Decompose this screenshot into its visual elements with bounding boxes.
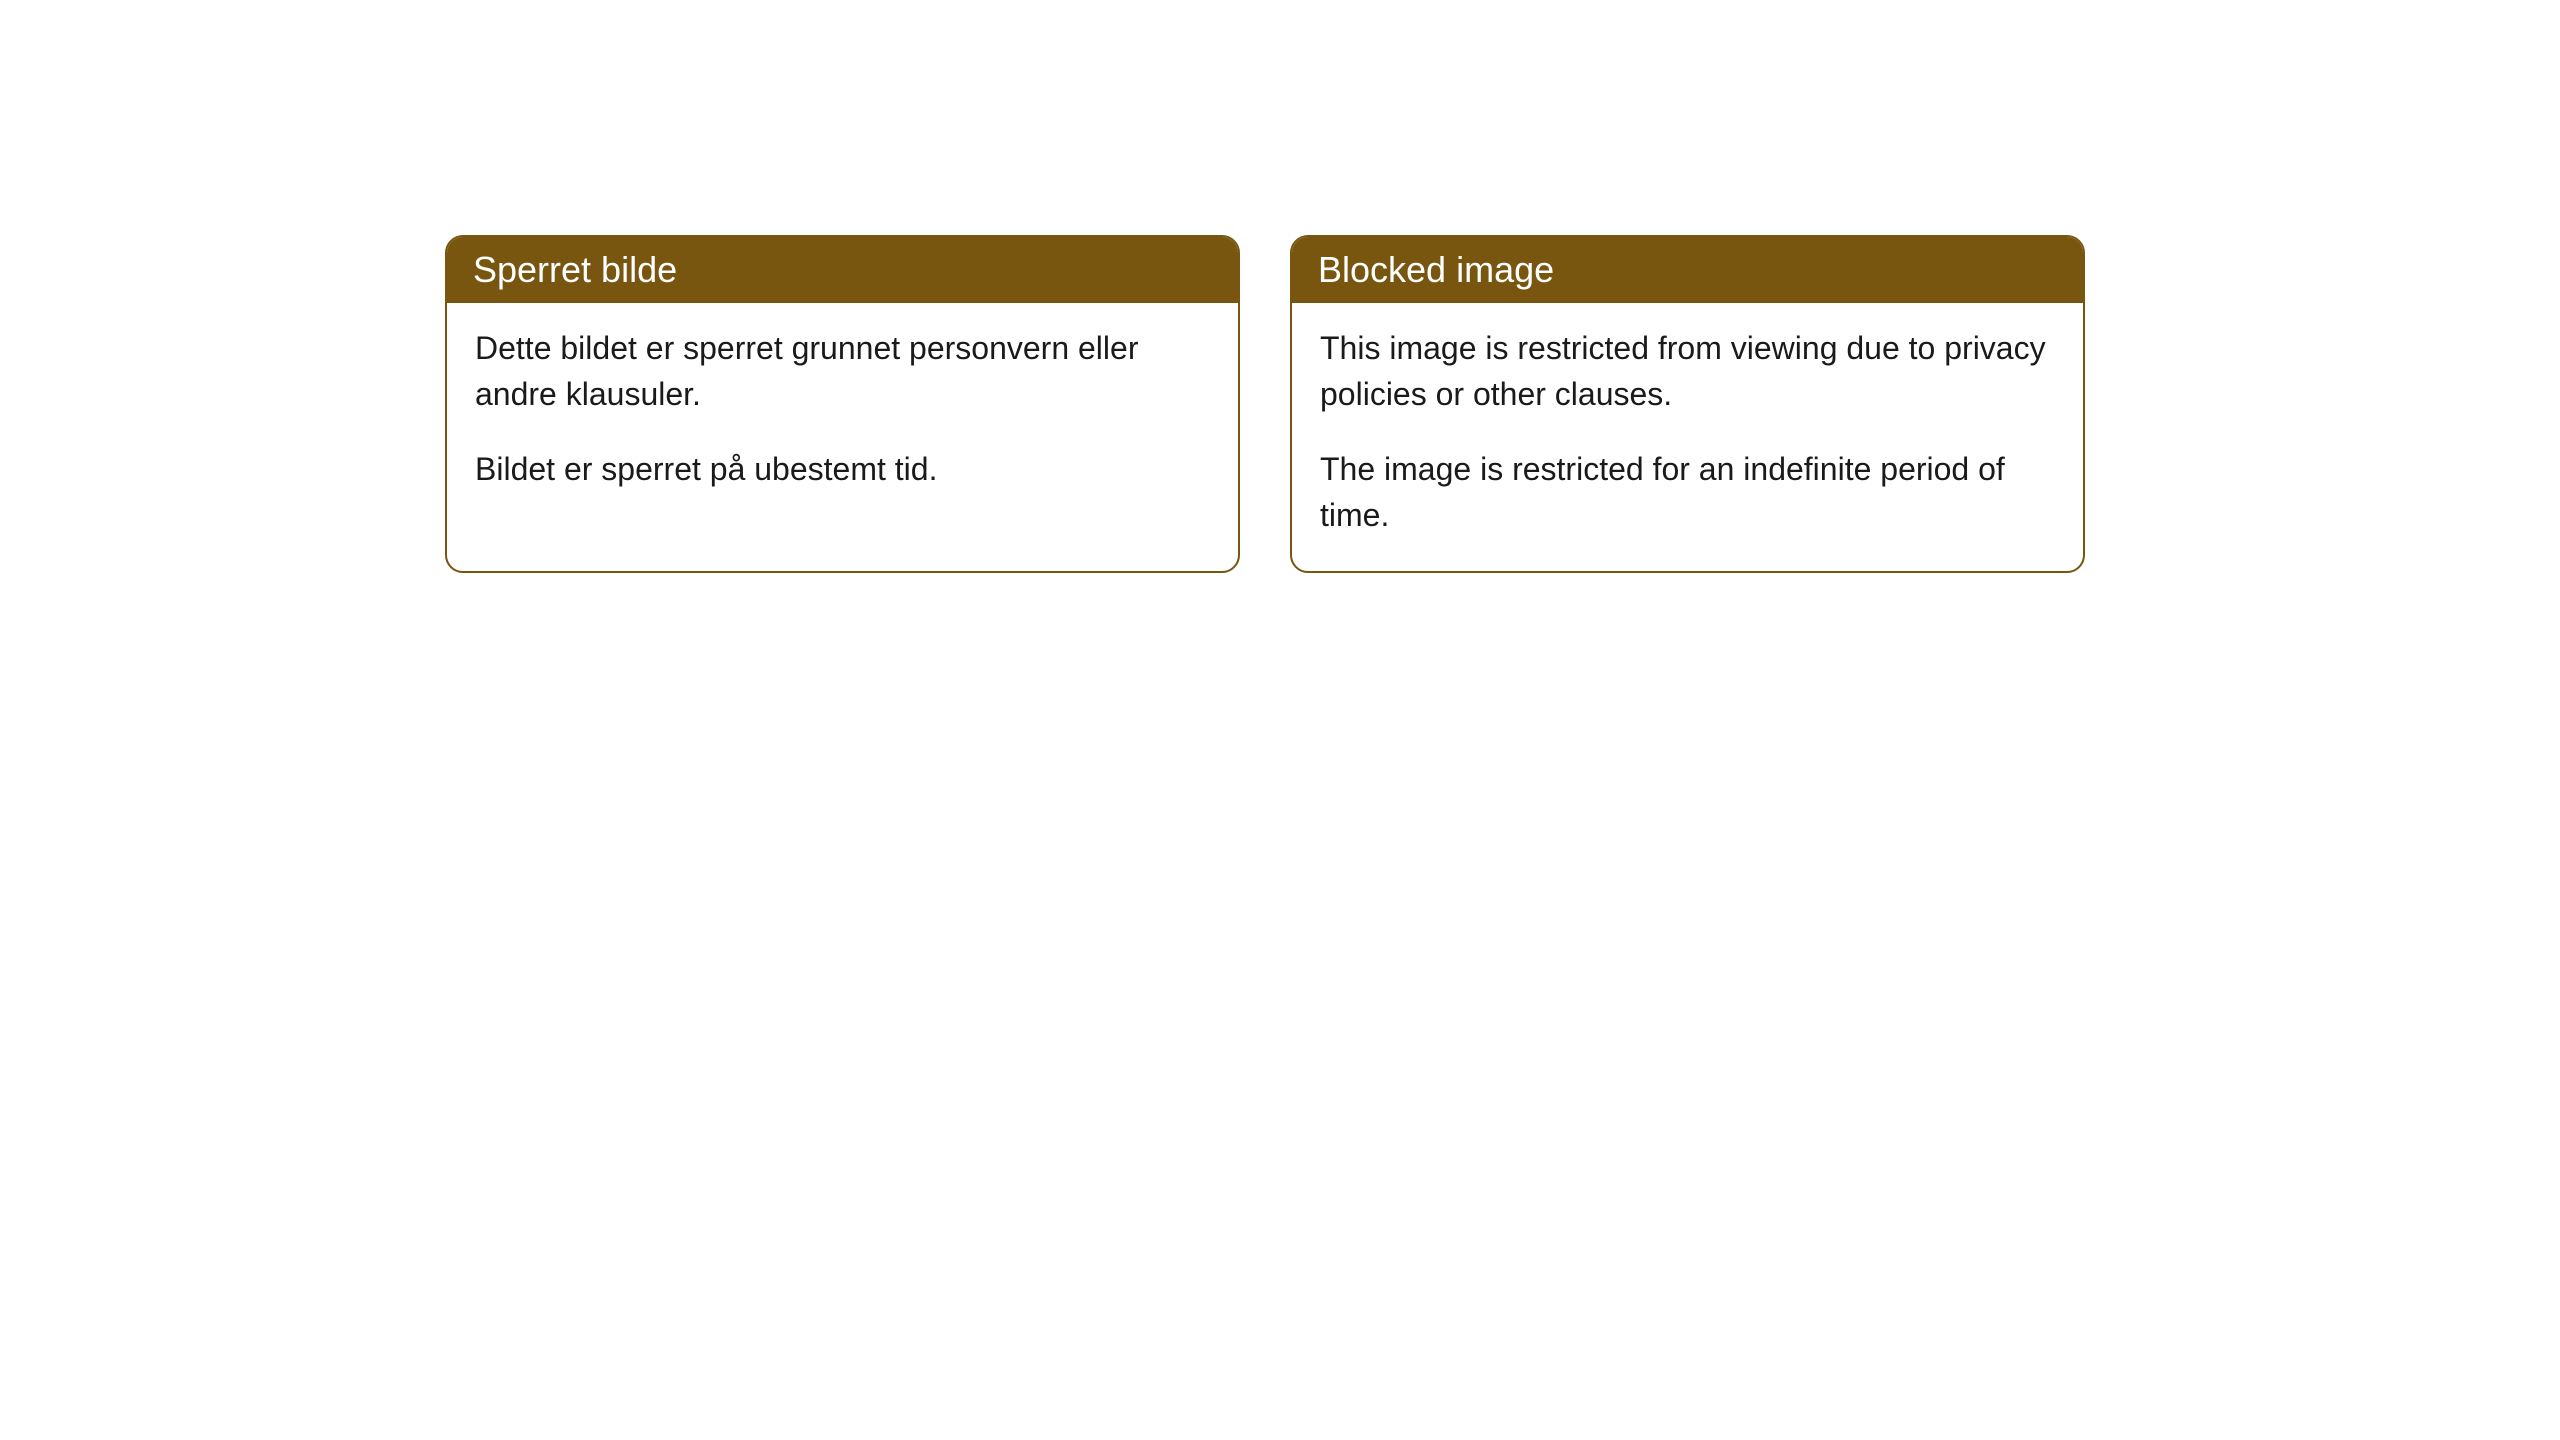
card-paragraph: Dette bildet er sperret grunnet personve… (475, 325, 1210, 418)
card-title: Sperret bilde (473, 249, 677, 290)
blocked-image-card-norwegian: Sperret bilde Dette bildet er sperret gr… (445, 235, 1240, 573)
card-header: Sperret bilde (447, 237, 1238, 303)
card-body: This image is restricted from viewing du… (1292, 303, 2083, 571)
notice-cards-container: Sperret bilde Dette bildet er sperret gr… (445, 235, 2085, 573)
card-paragraph: Bildet er sperret på ubestemt tid. (475, 446, 1210, 492)
blocked-image-card-english: Blocked image This image is restricted f… (1290, 235, 2085, 573)
card-title: Blocked image (1318, 249, 1554, 290)
card-paragraph: The image is restricted for an indefinit… (1320, 446, 2055, 539)
card-body: Dette bildet er sperret grunnet personve… (447, 303, 1238, 524)
card-paragraph: This image is restricted from viewing du… (1320, 325, 2055, 418)
card-header: Blocked image (1292, 237, 2083, 303)
